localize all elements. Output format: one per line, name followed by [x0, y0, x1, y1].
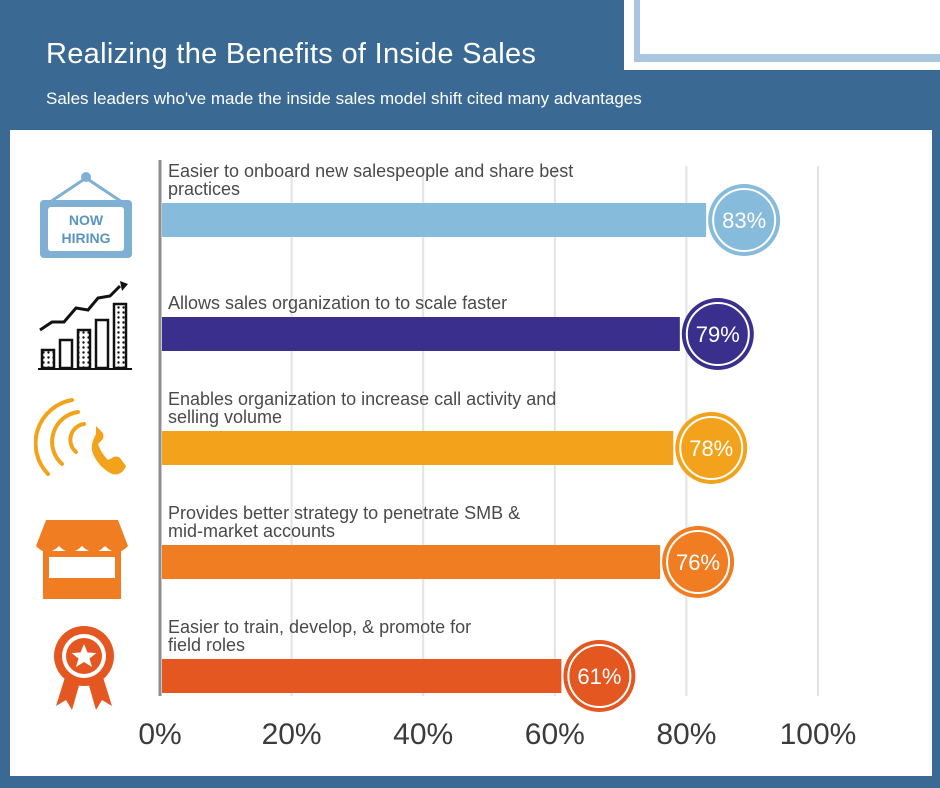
category-label: Easier to onboard new salespeople and sh…: [168, 161, 573, 181]
value-bubble-ring: [685, 302, 750, 366]
bar-chart: Easier to onboard new salespeople and sh…: [138, 160, 857, 751]
x-tick-label: 20%: [262, 718, 322, 751]
storefront-icon: [36, 520, 128, 599]
x-tick-label: 40%: [393, 718, 453, 751]
value-bubble: [675, 412, 748, 484]
category-label: mid-market accounts: [168, 521, 335, 541]
x-tick-label: 60%: [525, 718, 585, 751]
bar: [162, 317, 680, 351]
category-label: Enables organization to increase call ac…: [168, 389, 556, 409]
award-ribbon-icon: [54, 626, 114, 710]
now-text: NOW: [69, 212, 104, 228]
value-bubble-ring: [567, 644, 632, 708]
bar: [162, 659, 562, 693]
now-hiring-sign-icon: NOW HIRING: [40, 172, 132, 258]
growth-chart-icon: [38, 281, 132, 370]
bar: [162, 431, 674, 465]
value-label: 61%: [577, 664, 621, 689]
phone-ringing-icon: [34, 398, 126, 476]
category-label: practices: [168, 179, 240, 199]
header-tab-accent: [634, 0, 940, 62]
value-label: 79%: [696, 322, 740, 347]
value-bubble: [662, 526, 735, 598]
value-label: 76%: [676, 550, 720, 575]
value-bubble-ring: [712, 188, 777, 252]
value-bubble: [708, 184, 781, 256]
category-label: Easier to train, develop, & promote for: [168, 617, 471, 637]
x-tick-label: 80%: [656, 718, 716, 751]
category-label: selling volume: [168, 407, 282, 427]
x-tick-label: 0%: [138, 718, 181, 751]
x-tick-label: 100%: [780, 718, 857, 751]
value-bubble-ring: [679, 416, 744, 480]
category-label: field roles: [168, 635, 245, 655]
value-bubble-ring: [666, 530, 731, 594]
value-bubble: [563, 640, 636, 712]
value-label: 83%: [722, 208, 766, 233]
value-label: 78%: [689, 436, 733, 461]
category-label: Provides better strategy to penetrate SM…: [168, 503, 520, 523]
chart-panel: Easier to onboard new salespeople and sh…: [10, 130, 932, 776]
bar: [162, 203, 707, 237]
page-subtitle: Sales leaders who've made the inside sal…: [46, 89, 642, 108]
bar: [162, 545, 661, 579]
hiring-text: HIRING: [62, 230, 111, 246]
value-bubble: [681, 298, 754, 370]
page-title: Realizing the Benefits of Inside Sales: [46, 38, 537, 70]
category-label: Allows sales organization to to scale fa…: [168, 293, 507, 313]
